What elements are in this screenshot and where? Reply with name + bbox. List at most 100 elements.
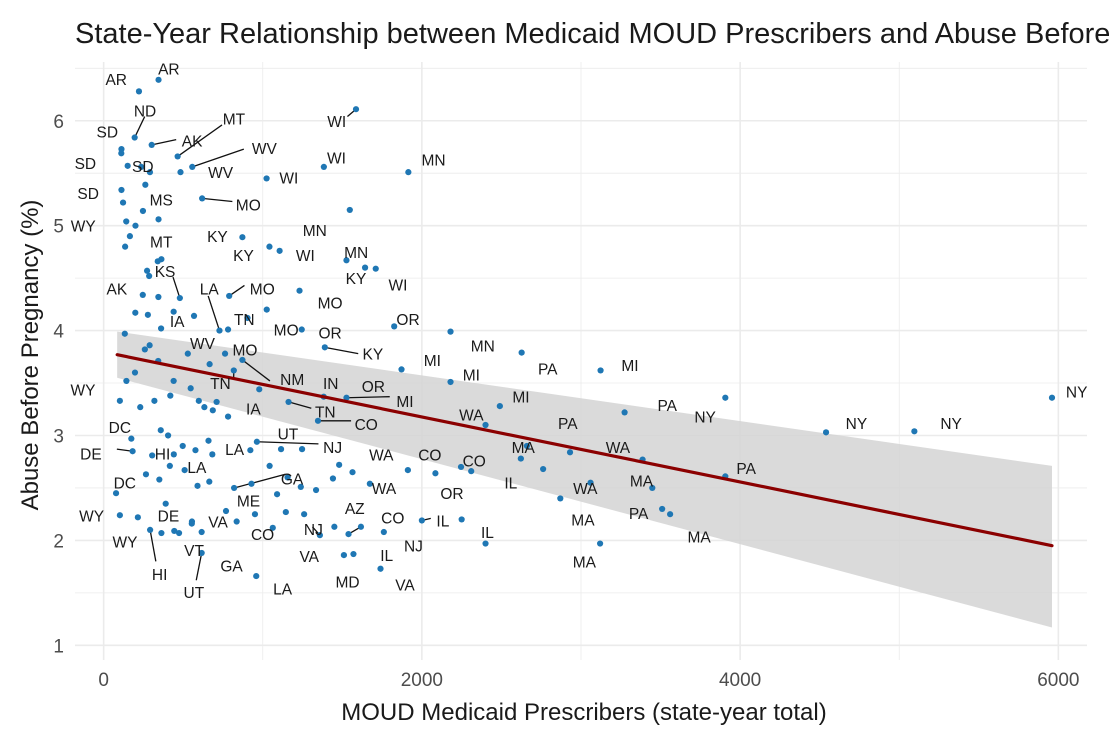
data-point — [312, 486, 320, 494]
data-point — [316, 532, 323, 539]
point-label: AR — [105, 72, 127, 89]
point-label: DE — [158, 508, 180, 525]
point-label: DE — [80, 446, 102, 463]
data-point — [209, 451, 216, 458]
point-label: TN — [315, 404, 336, 421]
data-point — [447, 328, 454, 335]
data-point — [131, 369, 139, 376]
data-point — [457, 463, 465, 471]
label-leader-line — [288, 401, 312, 409]
data-point — [253, 572, 260, 580]
point-label: WV — [252, 141, 278, 158]
point-label: WA — [606, 440, 631, 457]
data-point — [329, 475, 337, 482]
data-point — [129, 448, 136, 455]
point-label: MA — [687, 529, 711, 546]
data-point — [179, 442, 186, 450]
data-point — [151, 397, 158, 404]
label-leader-line — [177, 124, 223, 157]
data-point — [155, 76, 162, 83]
label-leader-line — [134, 116, 146, 138]
data-point — [213, 398, 220, 406]
data-point — [158, 529, 165, 537]
data-point — [248, 480, 255, 487]
point-label: KY — [233, 248, 254, 265]
point-label: KY — [207, 229, 228, 246]
y-tick-label: 4 — [53, 322, 64, 343]
data-point — [321, 344, 328, 351]
data-point — [216, 327, 223, 334]
data-point — [296, 287, 303, 294]
point-label: LA — [200, 282, 220, 299]
point-label: NY — [694, 410, 716, 427]
trend-line-layer — [115, 353, 1054, 548]
data-point — [587, 479, 594, 486]
data-point — [266, 462, 273, 470]
data-point — [128, 435, 135, 442]
data-point — [142, 181, 149, 188]
point-label: LA — [187, 460, 207, 477]
y-axis-title: Abuse Before Pregnancy (%) — [17, 200, 44, 511]
grid-lines — [75, 62, 1087, 660]
data-point — [146, 169, 154, 176]
point-label: NY — [1066, 384, 1088, 401]
data-point — [184, 350, 191, 357]
point-label: SD — [77, 186, 99, 203]
data-point — [166, 462, 173, 470]
data-point — [540, 465, 547, 473]
data-point — [149, 452, 156, 459]
point-label: MO — [236, 198, 261, 215]
point-label: MN — [421, 153, 445, 170]
point-label: NM — [280, 372, 304, 389]
data-point — [432, 470, 439, 477]
data-point — [224, 413, 232, 420]
point-label: WA — [573, 481, 598, 498]
point-label: MD — [336, 574, 360, 591]
data-point — [122, 243, 129, 250]
point-label: OR — [362, 379, 385, 396]
point-label: KS — [155, 264, 176, 281]
data-point — [496, 403, 503, 410]
data-point — [195, 397, 202, 404]
point-label: WY — [70, 382, 95, 399]
point-label: AK — [182, 134, 203, 151]
point-label: PA — [558, 416, 578, 433]
y-tick-label: 2 — [53, 531, 64, 552]
point-label: GA — [281, 472, 304, 489]
data-point — [722, 394, 729, 401]
x-axis-title: MOUD Medicaid Prescribers (state-year to… — [341, 699, 826, 726]
data-point — [266, 243, 273, 250]
data-point — [205, 437, 212, 444]
data-point — [301, 511, 308, 518]
point-label: MO — [274, 323, 299, 340]
point-label: DC — [114, 476, 136, 493]
data-point — [194, 482, 201, 489]
data-point — [170, 308, 177, 315]
point-label: HI — [152, 567, 168, 584]
data-point — [298, 326, 305, 333]
point-label: MA — [512, 440, 536, 457]
label-leader-line — [324, 346, 359, 355]
data-point — [263, 306, 270, 313]
data-point — [350, 550, 357, 558]
point-label: VA — [395, 578, 415, 595]
point-label: GA — [220, 559, 243, 576]
point-label: WY — [79, 508, 104, 525]
x-tick-label: 4000 — [719, 670, 761, 691]
data-point — [144, 311, 151, 318]
data-point — [139, 291, 146, 299]
x-tick-label: 2000 — [401, 670, 443, 691]
data-point — [116, 512, 123, 519]
confidence-band — [117, 331, 1052, 628]
data-point — [239, 234, 246, 241]
point-label: NJ — [323, 440, 342, 457]
point-label: WV — [190, 336, 216, 353]
data-point — [201, 404, 208, 411]
data-point — [157, 427, 164, 434]
point-label: VT — [184, 543, 204, 560]
data-point — [649, 484, 656, 492]
point-label: WY — [71, 219, 96, 236]
point-label: WI — [279, 170, 298, 187]
data-point — [263, 175, 270, 182]
point-label: OR — [440, 486, 463, 503]
